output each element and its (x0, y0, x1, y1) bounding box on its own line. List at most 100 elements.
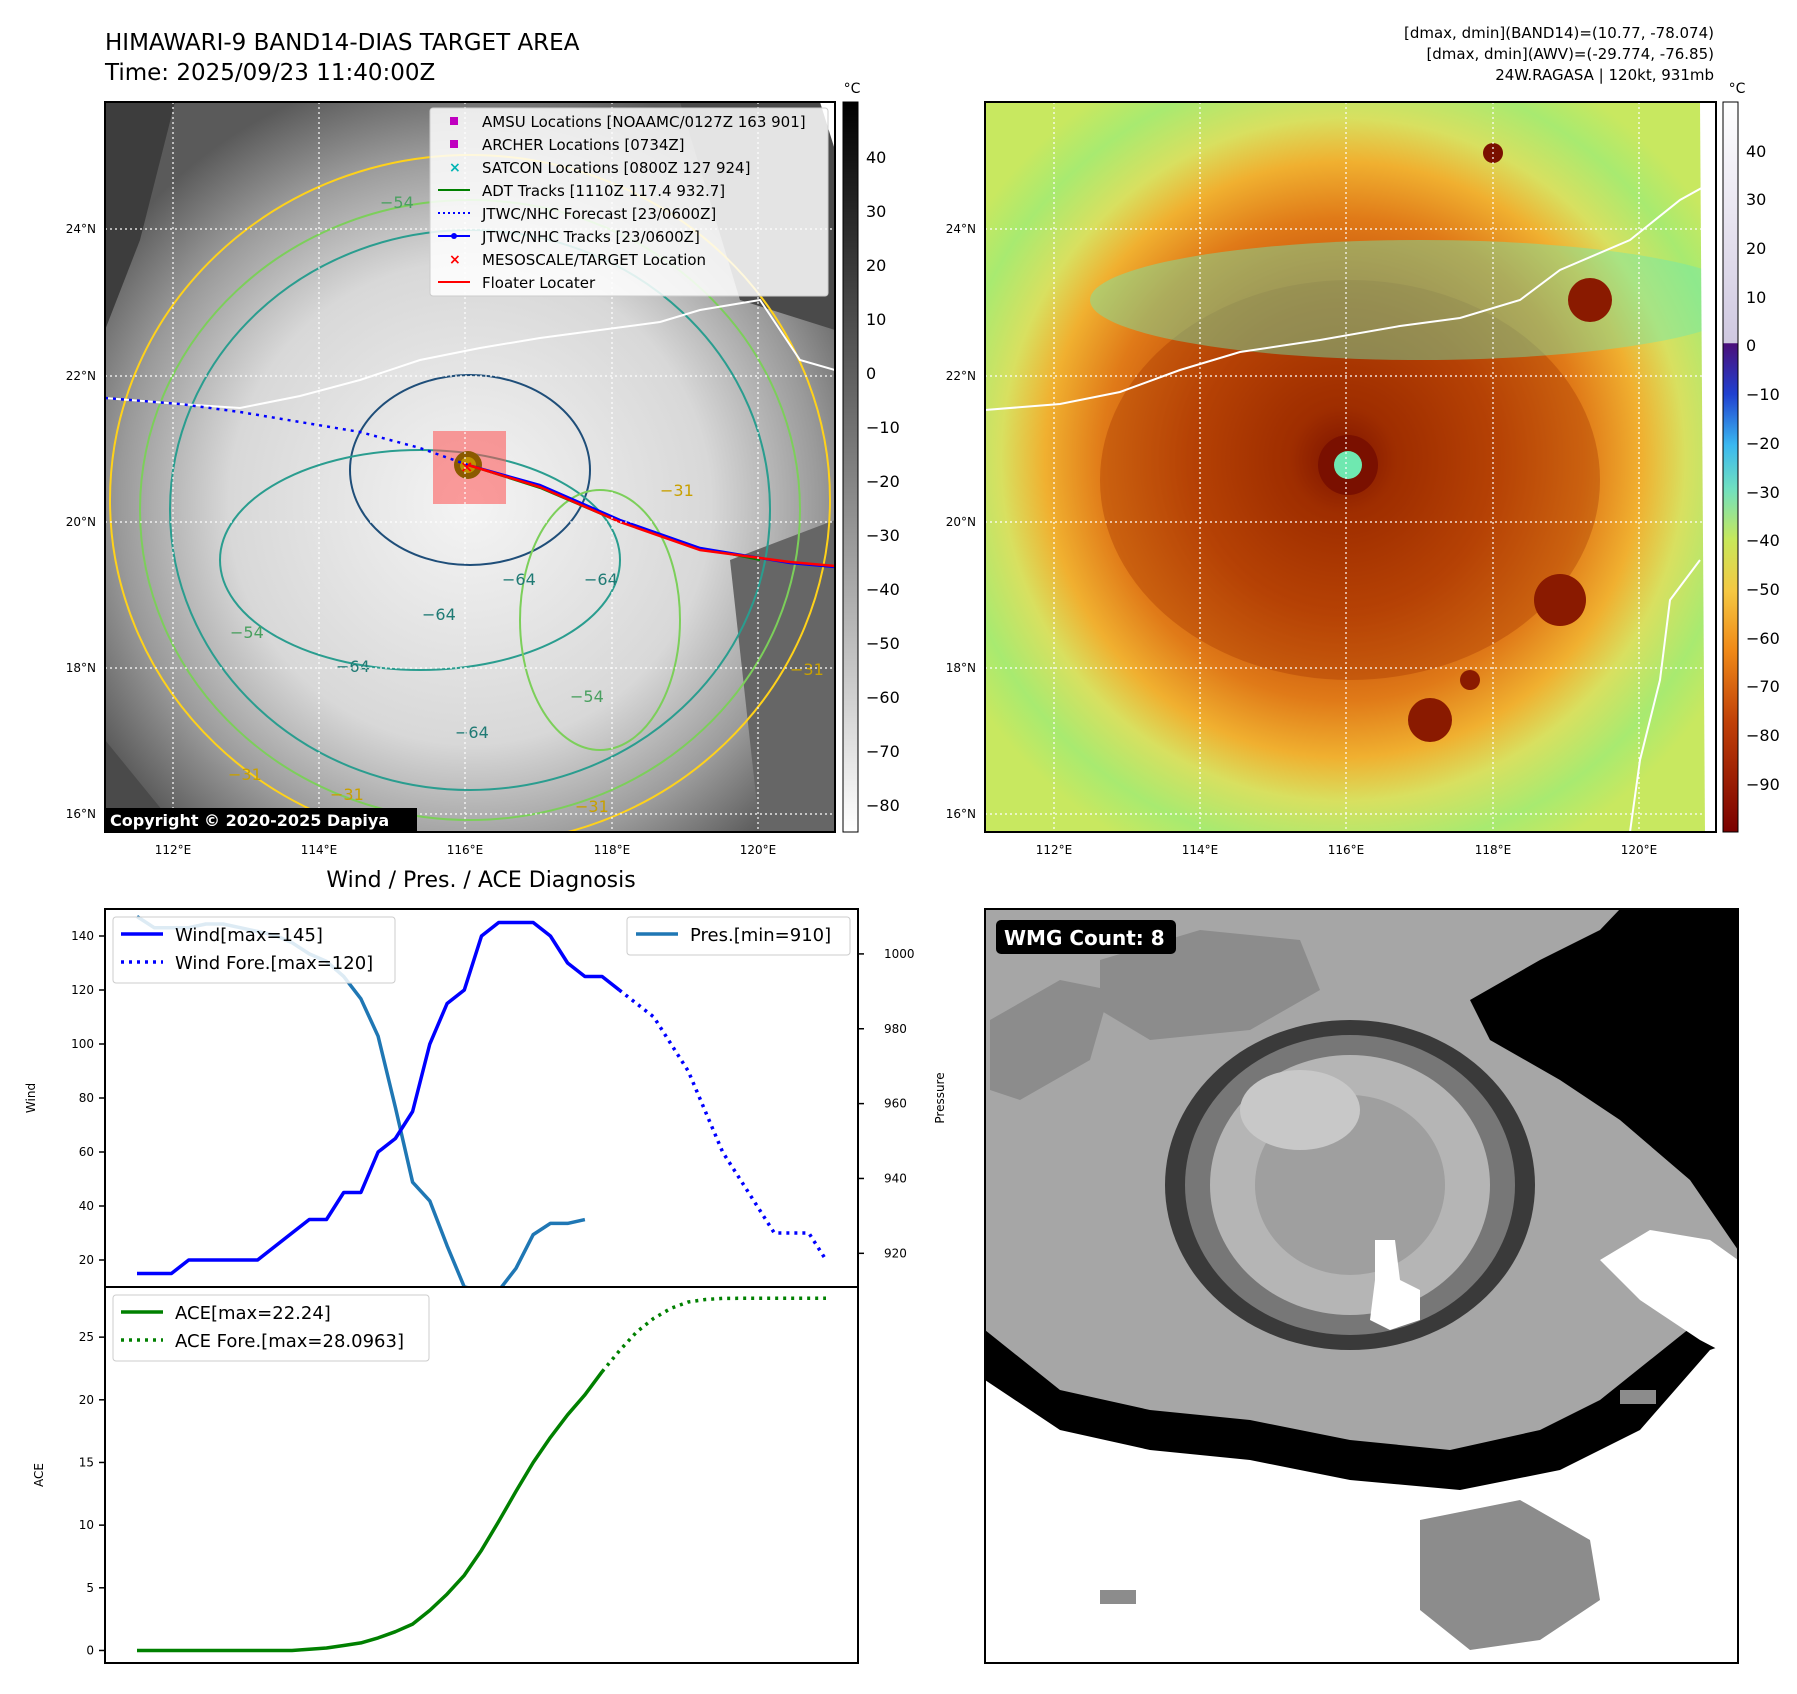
contour-label-3: −64 (336, 657, 370, 676)
ace-y-tick-label: 10 (79, 1518, 94, 1532)
sat-colorbar (842, 101, 859, 833)
sat-cbar-tick: −20 (866, 472, 900, 491)
ace-y-tick-label: 15 (79, 1455, 94, 1469)
wind-series-line (137, 920, 621, 1276)
ace-subplot: 0 5 10 15 20 25 ACE ACE[max=22.24] ACE Fore.[… (32, 1286, 859, 1664)
amsu-marker-icon (450, 117, 458, 125)
legend-ace: ACE[max=22.24] (175, 1303, 331, 1324)
wind-y-tick-label: 100 (71, 1037, 94, 1051)
awv-lon-labels: 112°E 114°E 116°E 118°E 120°E (1036, 843, 1658, 857)
pressure-y-tick-label: 980 (884, 1022, 907, 1036)
legend-label-mesoscale: MESOSCALE/TARGET Location (482, 251, 706, 269)
awv-cbar-tick: −80 (1746, 726, 1780, 745)
awv-colorbar-unit: °C (1729, 81, 1746, 97)
ace-plot-area (137, 1296, 826, 1653)
sat-lat-label: 22°N (66, 369, 96, 383)
ace-series-line (137, 1370, 604, 1653)
ace-subplot-frame (104, 1286, 859, 1664)
ace-y-tick-label: 25 (79, 1330, 94, 1344)
awv-cbar-tick: −90 (1746, 775, 1780, 794)
sat-lat-label: 20°N (66, 515, 96, 529)
sat-cbar-tick: −80 (866, 796, 900, 815)
sat-lat-label: 18°N (66, 661, 96, 675)
sat-title-line1: HIMAWARI-9 BAND14-DIAS TARGET AREA (105, 30, 580, 56)
sat-cbar-tick: −70 (866, 742, 900, 761)
wind-legend-box (112, 916, 396, 984)
contour-label-2: −64 (502, 570, 536, 589)
sat-cbar-tick: 30 (866, 202, 886, 221)
contour-label-4: −64 (584, 570, 618, 589)
awv-lat-label: 16°N (946, 807, 976, 821)
wind-y-tick-label: 120 (71, 983, 94, 997)
sat-cbar-tick: −10 (866, 418, 900, 437)
ace-y-tick-label: 0 (86, 1643, 94, 1657)
awv-cbar-tick: 0 (1746, 336, 1756, 355)
diagnosis-panel: Wind / Pres. / ACE Diagnosis 20406080100… (24, 868, 947, 1664)
legend-wind-fore: Wind Fore.[max=120] (175, 953, 373, 974)
legend-pres: Pres.[min=910] (690, 925, 831, 946)
sat-colorbar-unit: °C (844, 81, 861, 97)
legend-label-archer: ARCHER Locations [0734Z] (482, 136, 685, 154)
sat-lon-label: 118°E (594, 843, 631, 857)
pressure-y-label: Pressure (933, 1072, 947, 1123)
wmg-panel: WMG Count: 8 (984, 908, 1739, 1664)
mesoscale-x-icon: × (449, 252, 461, 268)
awv-cbar-tick: −20 (1746, 434, 1780, 453)
awv-frame (984, 101, 1717, 833)
awv-lat-label: 24°N (946, 222, 976, 236)
legend-label-satcon: SATCON Locations [0800Z 127 924] (482, 159, 750, 177)
awv-lat-label: 22°N (946, 369, 976, 383)
ace-y-tick-label: 20 (79, 1393, 94, 1407)
awv-image (985, 102, 1716, 832)
awv-cbar-tick: 40 (1746, 142, 1766, 161)
wind-forecast-series-line (618, 988, 828, 1261)
awv-lat-label: 20°N (946, 515, 976, 529)
sat-cbar-tick: −30 (866, 526, 900, 545)
copyright-badge (105, 808, 417, 832)
track-dot-icon (451, 233, 457, 239)
pressure-y-tick-label: 920 (884, 1246, 907, 1260)
wind-y-tick-label: 60 (79, 1145, 94, 1159)
sat-lon-label: 116°E (447, 843, 484, 857)
sat-cbar-tick: 10 (866, 310, 886, 329)
ace-legend: ACE[max=22.24] ACE Fore.[max=28.0963] (112, 1294, 430, 1362)
awv-info-line1: [dmax, dmin](BAND14)=(10.77, -78.074) (1404, 24, 1714, 42)
satcon-marker-icon: × (449, 160, 461, 176)
pressure-y-tick-label: 960 (884, 1097, 907, 1111)
awv-info-line2: [dmax, dmin](AWV)=(-29.774, -76.85) (1426, 45, 1714, 63)
awv-cbar-tick: −40 (1746, 531, 1780, 550)
contour-label-1: −64 (422, 605, 456, 624)
mesoscale-marker: × (460, 457, 473, 476)
legend-label-amsu: AMSU Locations [NOAAMC/0127Z 163 901] (482, 113, 806, 131)
awv-cbar-tick: −60 (1746, 629, 1780, 648)
sat-cbar-tick: −40 (866, 580, 900, 599)
sat-cbar-tick: −60 (866, 688, 900, 707)
contour-label-12: −31 (790, 660, 824, 679)
legend-label-adt: ADT Tracks [1110Z 117.4 932.7] (482, 182, 725, 200)
awv-cbar-tick: −70 (1746, 677, 1780, 696)
contour-label-8: −54 (570, 687, 604, 706)
contour-label-6: −54 (380, 193, 414, 212)
wind-y-tick-label: 140 (71, 929, 94, 943)
sat-legend-box (429, 107, 829, 297)
wmg-badge (996, 920, 1176, 954)
sat-lon-label: 114°E (301, 843, 338, 857)
awv-lon-label: 116°E (1328, 843, 1365, 857)
wind-y-label: Wind (24, 1083, 38, 1113)
awv-cbar-tick: −10 (1746, 385, 1780, 404)
legend-label-tracks: JTWC/NHC Tracks [23/0600Z] (481, 228, 700, 246)
diag-title: Wind / Pres. / ACE Diagnosis (326, 868, 635, 893)
legend-label-floater: Floater Locater (482, 274, 596, 292)
awv-colorbar-ticks: 40 30 20 10 0 −10 −20 −30 −40 −50 −60 −7… (1746, 142, 1780, 794)
wind-legend: Wind[max=145] Wind Fore.[max=120] (112, 916, 396, 984)
wind-y-tick-label: 80 (79, 1091, 94, 1105)
awv-lon-label: 120°E (1621, 843, 1658, 857)
awv-lat-labels: 24°N 22°N 20°N 18°N 16°N (946, 222, 976, 821)
ace-y-tick-label: 5 (86, 1581, 94, 1595)
awv-lon-label: 114°E (1182, 843, 1219, 857)
awv-cbar-tick: 10 (1746, 288, 1766, 307)
copyright-text: Copyright © 2020-2025 Dapiya (110, 811, 389, 830)
sat-frame (104, 101, 836, 833)
archer-marker-icon (450, 140, 458, 148)
awv-lon-label: 112°E (1036, 843, 1073, 857)
